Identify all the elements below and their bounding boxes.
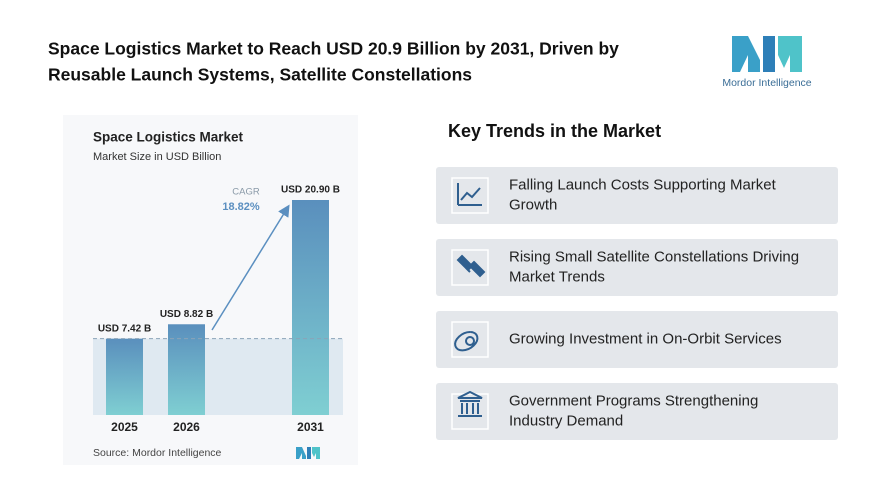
trend-text: Government Programs Strengthening	[509, 392, 758, 409]
trend-icon-box	[451, 321, 489, 358]
value-label: USD 20.90 B	[281, 185, 340, 196]
trend-card	[436, 311, 838, 368]
trend-text: Rising Small Satellite Constellations Dr…	[509, 248, 799, 265]
trend-icon	[456, 254, 486, 278]
page-title: Space Logistics Market to Reach USD 20.9…	[48, 39, 619, 59]
x-tick-label: 2026	[173, 420, 200, 434]
trend-text: Growing Investment in On-Orbit Services	[509, 330, 782, 347]
small-logo	[296, 447, 320, 459]
trend-icon-box	[451, 249, 489, 286]
x-tick-label: 2031	[297, 420, 324, 434]
chart-subtitle: Market Size in USD Billion	[93, 151, 221, 163]
cagr-arrow	[211, 204, 290, 331]
trend-icon-box	[451, 393, 489, 430]
bar	[168, 324, 205, 415]
bar	[106, 338, 143, 415]
trend-icon	[454, 331, 479, 352]
trend-card	[436, 167, 838, 224]
trends-title: Key Trends in the Market	[448, 121, 661, 141]
x-tick-label: 2025	[111, 420, 138, 434]
trend-text: Falling Launch Costs Supporting Market	[509, 176, 777, 193]
logo-text: Mordor Intelligence	[722, 77, 811, 89]
trend-card	[436, 239, 838, 296]
trend-card	[436, 383, 838, 440]
bar	[292, 200, 329, 415]
chart-title: Space Logistics Market	[93, 130, 244, 145]
trend-text: Industry Demand	[509, 412, 623, 429]
trend-icon	[457, 183, 482, 206]
trend-icon	[457, 390, 483, 417]
trend-text: Market Trends	[509, 268, 605, 285]
value-label: USD 7.42 B	[98, 323, 151, 334]
cagr-label: CAGR	[232, 187, 260, 198]
value-label: USD 8.82 B	[160, 309, 213, 320]
source: Source: Mordor Intelligence	[93, 447, 222, 459]
logo	[732, 36, 802, 72]
cagr-value: 18.82%	[222, 201, 260, 213]
trend-text: Growth	[509, 196, 557, 213]
page-title: Reusable Launch Systems, Satellite Const…	[48, 65, 472, 85]
